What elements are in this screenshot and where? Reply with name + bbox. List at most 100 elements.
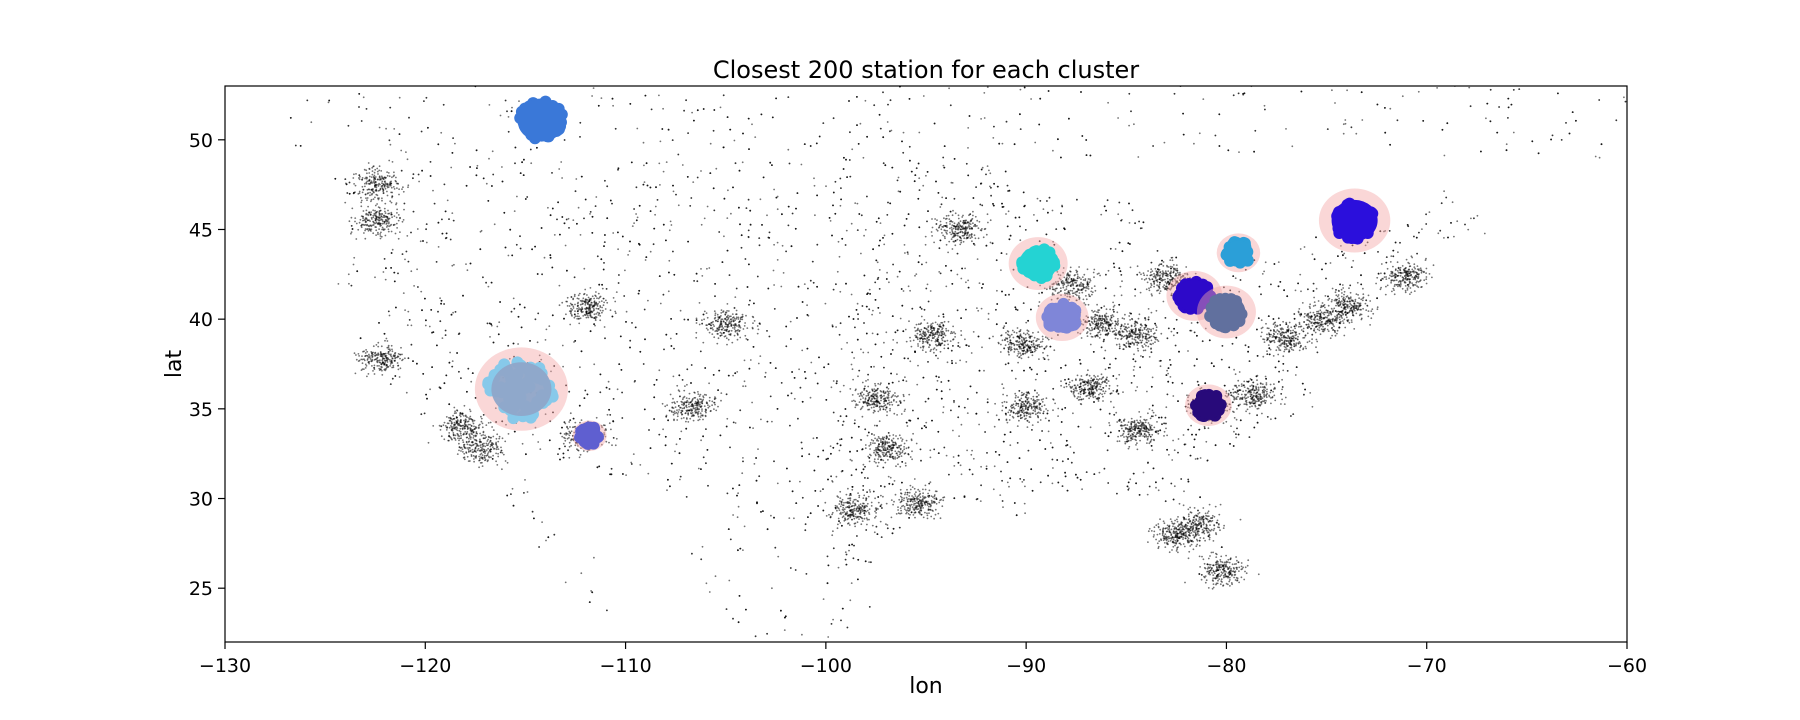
station-point xyxy=(1302,330,1305,333)
station-point xyxy=(591,232,594,234)
station-point xyxy=(748,148,750,151)
station-point xyxy=(677,153,680,156)
station-point xyxy=(771,587,773,590)
station-point xyxy=(635,219,638,222)
station-point xyxy=(898,526,901,529)
station-point xyxy=(754,136,757,139)
station-point xyxy=(1139,421,1142,423)
station-point xyxy=(726,492,729,495)
station-point xyxy=(888,281,890,284)
station-point xyxy=(801,455,803,458)
station-point xyxy=(491,426,493,428)
station-point xyxy=(365,182,368,185)
station-point xyxy=(1334,102,1336,104)
station-point xyxy=(1383,230,1385,233)
station-point xyxy=(851,351,854,354)
station-point xyxy=(524,198,527,200)
station-point xyxy=(892,263,894,266)
station-point xyxy=(773,308,776,310)
station-point xyxy=(1401,95,1404,98)
station-point xyxy=(903,357,906,360)
station-point xyxy=(1233,430,1235,433)
station-point xyxy=(361,191,364,194)
station-point xyxy=(643,408,646,411)
station-point xyxy=(649,250,652,253)
station-point xyxy=(863,512,866,514)
station-point xyxy=(910,170,913,173)
station-point xyxy=(989,172,992,175)
station-point xyxy=(600,97,603,99)
station-point xyxy=(1304,388,1306,391)
station-point xyxy=(702,456,705,459)
station-point xyxy=(832,446,835,449)
station-point xyxy=(618,363,621,365)
station-point xyxy=(1505,149,1508,152)
station-point xyxy=(1047,90,1050,92)
station-point xyxy=(856,338,859,341)
station-point xyxy=(1031,489,1034,492)
station-point xyxy=(1234,373,1237,376)
station-point xyxy=(1136,273,1139,276)
station-point xyxy=(625,474,627,476)
station-point xyxy=(777,555,780,558)
station-point xyxy=(591,215,594,218)
station-point xyxy=(775,97,777,100)
station-point xyxy=(879,239,881,242)
station-point xyxy=(407,310,410,313)
station-point xyxy=(908,419,911,422)
station-point xyxy=(1267,315,1270,317)
station-point xyxy=(437,246,440,248)
station-point xyxy=(851,543,853,546)
station-point xyxy=(828,217,831,219)
station-point xyxy=(965,361,968,363)
station-point xyxy=(405,391,408,394)
station-point xyxy=(822,509,825,512)
station-point xyxy=(712,187,715,190)
station-point xyxy=(838,449,841,452)
station-point xyxy=(1327,304,1330,307)
station-point xyxy=(1046,412,1049,415)
station-point xyxy=(583,217,585,220)
station-point xyxy=(1161,477,1164,480)
station-point xyxy=(727,374,730,377)
station-point xyxy=(644,94,647,97)
station-point xyxy=(598,283,601,286)
station-point xyxy=(1190,322,1193,324)
station-point xyxy=(947,379,950,382)
station-point xyxy=(1012,288,1015,290)
station-point xyxy=(807,287,809,290)
station-point xyxy=(1169,376,1172,378)
station-point xyxy=(947,347,950,350)
station-point xyxy=(845,158,847,161)
station-point xyxy=(366,180,369,183)
station-point xyxy=(1148,433,1151,436)
station-point xyxy=(1312,290,1315,292)
station-point xyxy=(1268,347,1271,350)
station-point xyxy=(851,518,853,521)
station-point xyxy=(729,538,732,541)
station-point xyxy=(865,380,867,382)
station-point xyxy=(410,270,413,273)
station-point xyxy=(1415,236,1418,239)
station-point xyxy=(670,462,673,465)
station-point xyxy=(1029,366,1031,369)
station-point xyxy=(1278,370,1280,373)
station-point xyxy=(579,234,582,236)
station-point xyxy=(366,188,369,191)
station-point xyxy=(350,225,353,227)
station-point xyxy=(832,618,834,621)
station-point xyxy=(1062,286,1065,289)
station-point xyxy=(358,174,361,177)
station-point xyxy=(866,491,868,493)
station-point xyxy=(780,382,783,384)
station-point xyxy=(659,302,662,305)
station-point xyxy=(867,292,869,295)
station-point xyxy=(669,485,671,488)
station-point xyxy=(1132,358,1135,361)
station-point xyxy=(900,288,903,290)
station-point xyxy=(1248,436,1251,438)
station-point xyxy=(547,206,549,209)
station-point xyxy=(496,325,499,328)
station-point xyxy=(558,284,561,287)
station-point xyxy=(1064,475,1067,478)
